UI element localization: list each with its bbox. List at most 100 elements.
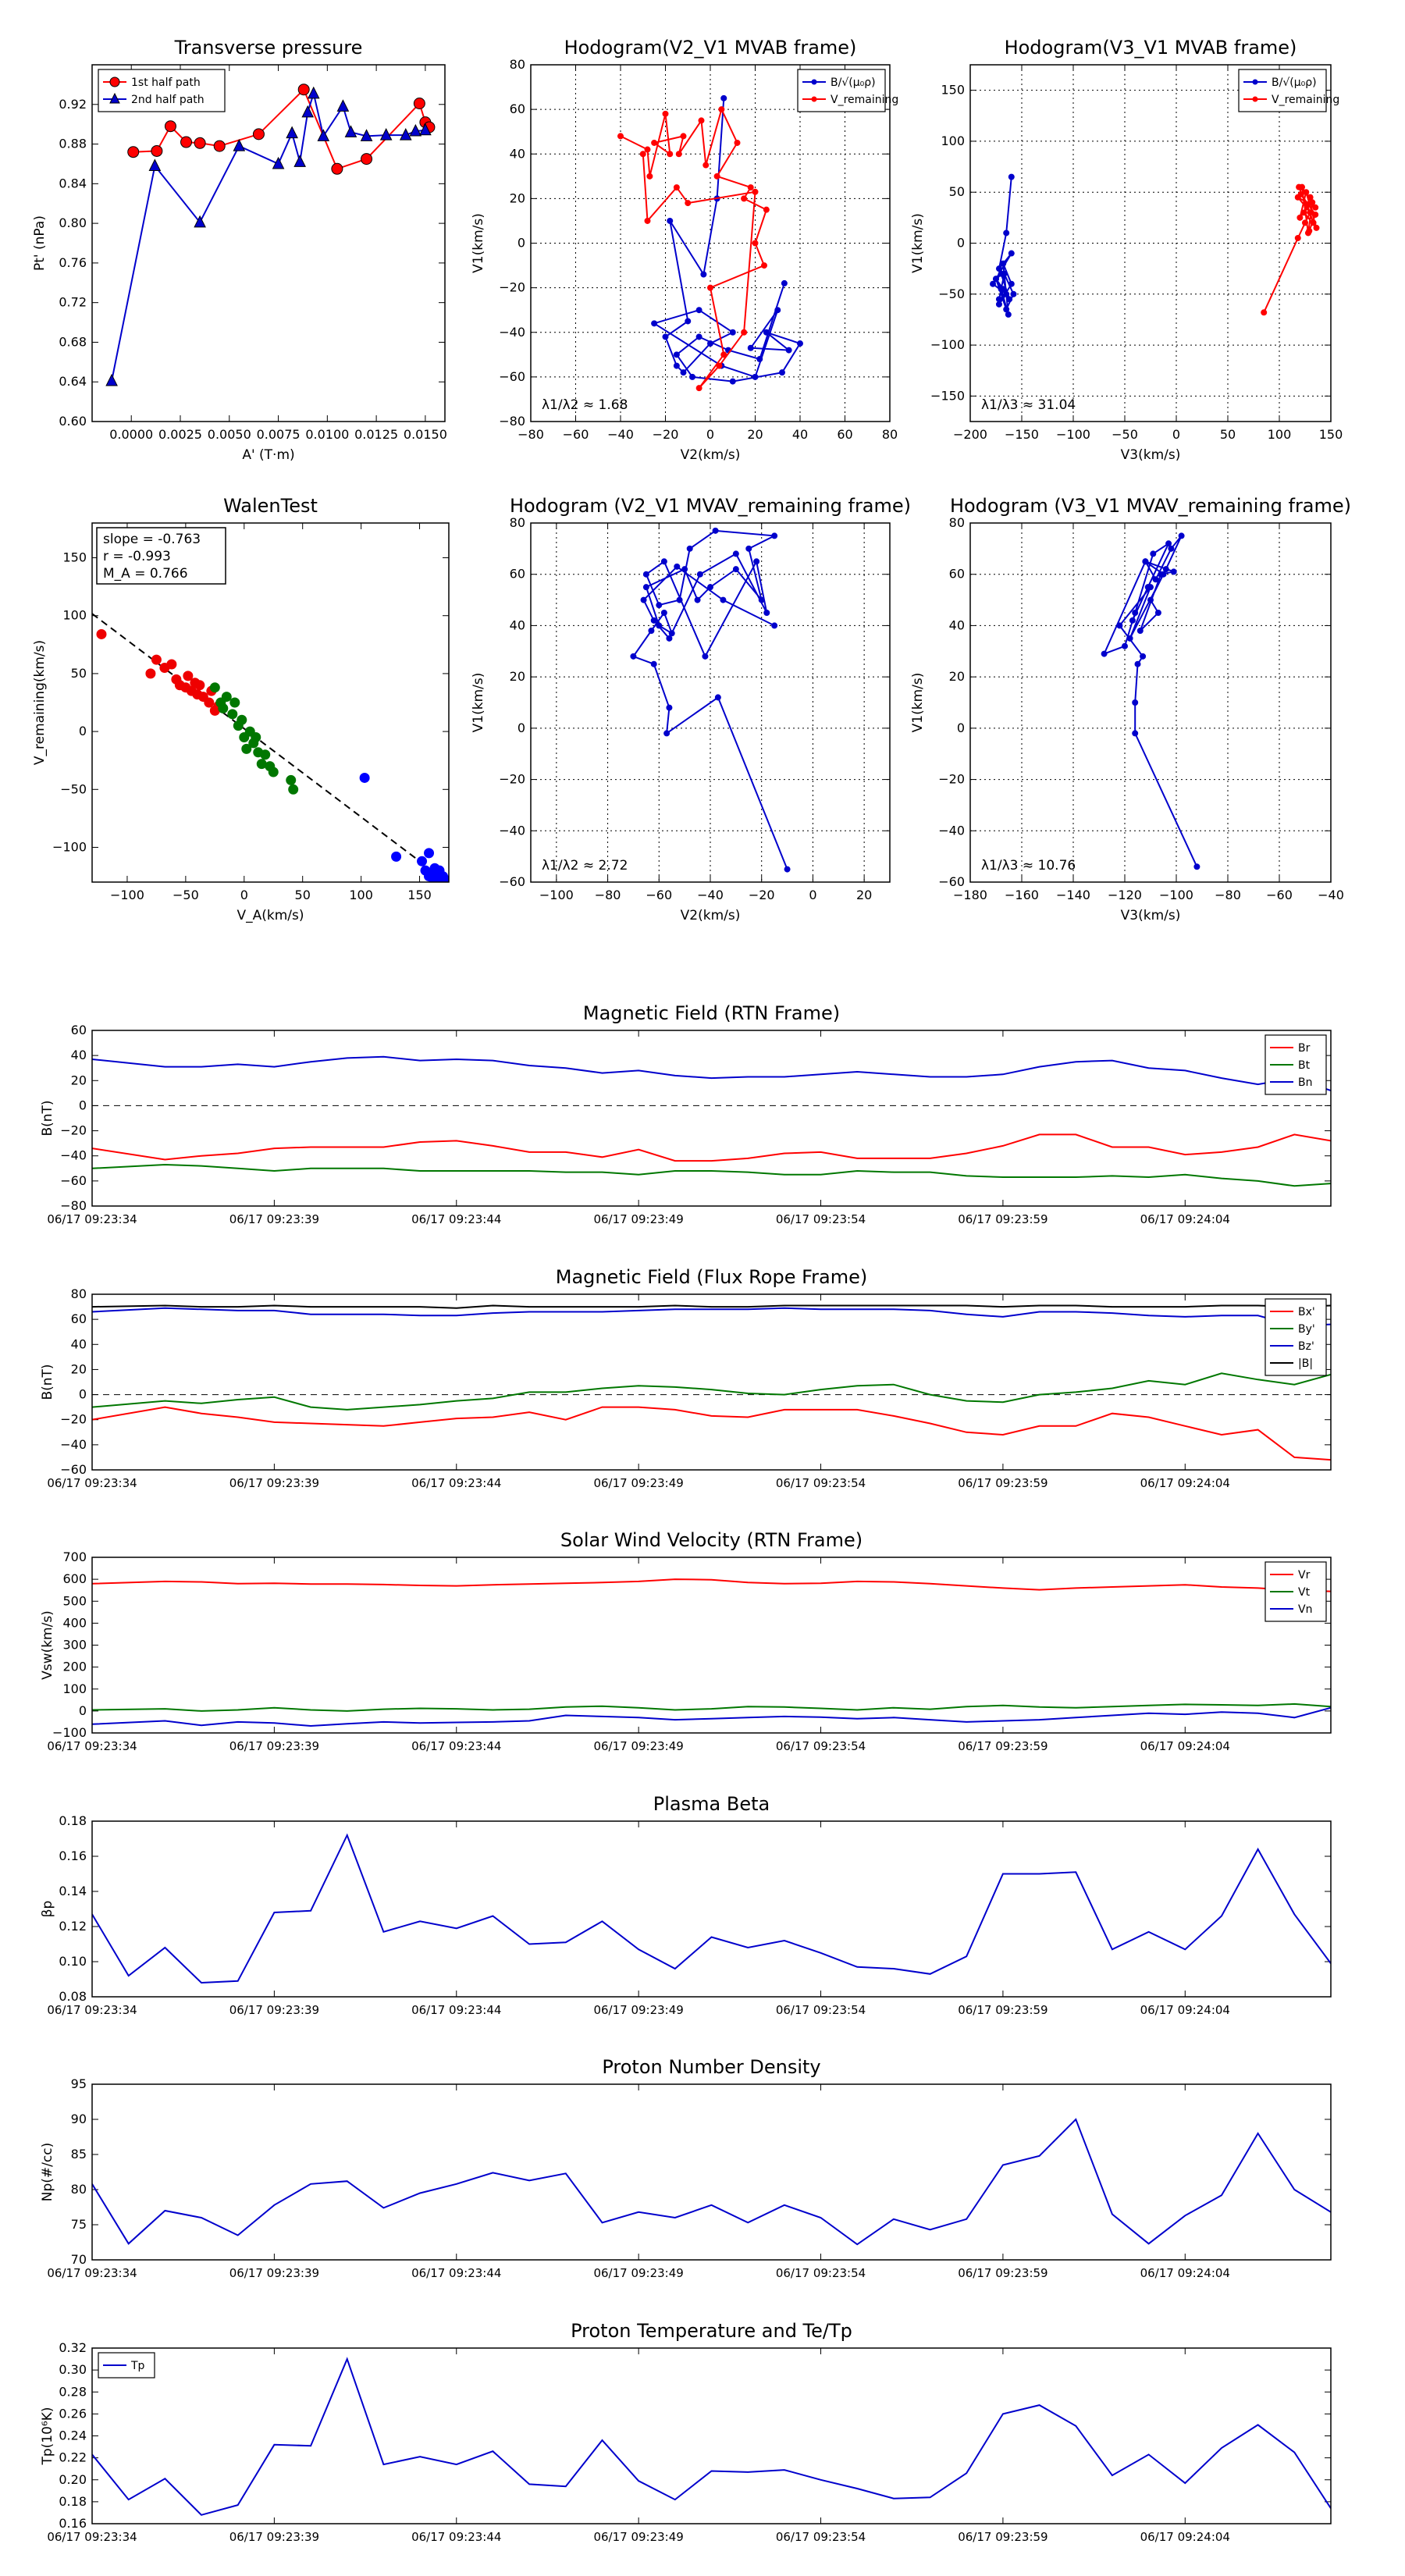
legend: B/√(μ₀ρ) V_remaining xyxy=(1238,69,1339,112)
data-point-1st half path xyxy=(127,146,140,158)
y-tick-label: 0.16 xyxy=(59,2516,87,2531)
y-tick-label: 20 xyxy=(510,190,525,205)
x-tick-label: −200 xyxy=(953,427,987,442)
x-tick-label: 06/17 09:23:39 xyxy=(229,2003,319,2017)
x-tick-label: 06/17 09:23:34 xyxy=(47,1476,137,1490)
y-axis-label: V_remaining(km/s) xyxy=(32,640,48,765)
data-point-B xyxy=(673,362,680,369)
legend-box xyxy=(1238,69,1327,112)
legend-marker xyxy=(811,96,817,102)
data-point-B xyxy=(660,558,667,565)
data-point-red xyxy=(166,659,177,670)
data-point-B xyxy=(1005,311,1012,318)
y-tick-label: 0.72 xyxy=(59,295,87,310)
data-point-1st half path xyxy=(194,137,206,149)
y-tick-label: −50 xyxy=(60,781,87,796)
y-tick-label: −80 xyxy=(499,414,525,429)
plot-frame xyxy=(91,2347,1332,2524)
data-point-blue xyxy=(417,856,428,866)
data-point-B xyxy=(1132,699,1139,706)
legend: B/√(μ₀ρ) V_remaining xyxy=(797,69,898,112)
y-tick-label: 0.22 xyxy=(59,2450,87,2465)
y-tick-label: 50 xyxy=(949,184,965,199)
x-tick-label: 40 xyxy=(792,427,808,442)
plot-frame xyxy=(91,522,450,883)
data-point-B xyxy=(729,329,736,336)
y-tick-label: 500 xyxy=(62,1593,87,1608)
legend-box xyxy=(797,69,886,112)
data-point-2nd half path xyxy=(379,128,393,141)
data-point-1st half path xyxy=(331,162,343,175)
data-point-blue xyxy=(359,772,370,783)
data-point-B xyxy=(694,596,701,603)
y-tick-label: −20 xyxy=(60,1412,87,1427)
x-tick-label: 06/17 09:23:59 xyxy=(958,2003,1048,2017)
legend-label: B/√(μ₀ρ) xyxy=(831,76,876,89)
data-point-B xyxy=(650,660,657,667)
legend: 1st half path 2nd half path xyxy=(98,69,226,112)
data-point-B xyxy=(763,329,770,336)
legend-marker xyxy=(811,79,817,85)
data-point-V_remaining xyxy=(761,262,767,269)
y-tick-label: −20 xyxy=(60,1123,87,1138)
x-tick-label: 06/17 09:23:49 xyxy=(593,1212,683,1226)
data-point-V_remaining xyxy=(1300,209,1307,216)
series-line-B xyxy=(652,98,802,382)
x-tick-label: 06/17 09:23:59 xyxy=(958,1212,1048,1226)
data-point-B xyxy=(1142,558,1149,565)
y-tick-label: 0 xyxy=(518,720,525,735)
fit-line xyxy=(92,613,449,882)
x-tick-label: 06/17 09:23:49 xyxy=(593,2530,683,2544)
y-tick-label: 0.68 xyxy=(59,334,87,349)
data-point-B xyxy=(756,356,763,363)
data-point-1st half path xyxy=(413,98,425,110)
data-point-V_remaining xyxy=(667,151,674,158)
y-tick-label: 70 xyxy=(71,2252,87,2267)
x-tick-label: −100 xyxy=(1159,888,1193,902)
data-point-V_remaining xyxy=(702,162,710,169)
data-point-V_remaining xyxy=(1302,219,1308,226)
legend-label: By' xyxy=(1298,1323,1315,1336)
legend: Tp xyxy=(98,2352,155,2379)
x-axis-label: V2(km/s) xyxy=(681,908,741,923)
y-tick-label: 95 xyxy=(71,2076,87,2091)
x-tick-label: 06/17 09:23:49 xyxy=(593,2003,683,2017)
data-point-V_remaining xyxy=(763,206,770,213)
x-tick-label: −150 xyxy=(1005,427,1039,442)
chart-panel-11: Proton Temperature and Te/Tp 06/17 09:23:… xyxy=(40,2320,1332,2544)
data-point-V_remaining xyxy=(741,329,748,336)
data-point-B xyxy=(1178,532,1185,539)
data-point-V_remaining xyxy=(680,133,687,140)
annotation-text: λ1/λ2 ≈ 2.72 xyxy=(542,858,628,873)
data-point-V_remaining xyxy=(1310,219,1317,226)
x-tick-label: −40 xyxy=(697,888,724,902)
y-axis-label: B(nT) xyxy=(40,1364,55,1400)
legend-marker xyxy=(109,76,120,87)
chart-panel-5: Hodogram (V3_V1 MVAV_remaining frame) −18… xyxy=(910,495,1351,923)
data-point-B xyxy=(662,333,669,340)
data-point-green xyxy=(251,732,261,743)
x-tick-label: 0.0050 xyxy=(208,427,251,442)
x-tick-label: 100 xyxy=(349,888,373,902)
data-point-B xyxy=(1134,660,1141,667)
series-line-B xyxy=(991,176,1015,315)
y-tick-label: −100 xyxy=(52,1725,87,1740)
legend-marker xyxy=(1252,79,1258,85)
x-tick-label: −180 xyxy=(953,888,987,902)
data-point-B xyxy=(1008,250,1015,257)
y-tick-label: 80 xyxy=(510,515,525,530)
data-point-2nd half path xyxy=(272,156,285,169)
x-tick-label: 0.0025 xyxy=(158,427,202,442)
legend: Bx' By' Bz' |B| xyxy=(1264,1298,1327,1376)
x-tick-label: 06/17 09:24:04 xyxy=(1140,2266,1230,2280)
series-line-Bt xyxy=(92,1163,1331,1187)
y-tick-label: 0 xyxy=(79,724,87,738)
y-tick-label: 40 xyxy=(510,617,525,632)
x-tick-label: −60 xyxy=(563,427,589,442)
y-tick-label: 60 xyxy=(71,1311,87,1326)
x-tick-label: 0 xyxy=(240,888,248,902)
data-point-B xyxy=(1132,610,1139,616)
y-tick-label: 0.12 xyxy=(59,1919,87,1934)
data-point-B xyxy=(1126,635,1133,642)
y-tick-label: 85 xyxy=(71,2147,87,2161)
